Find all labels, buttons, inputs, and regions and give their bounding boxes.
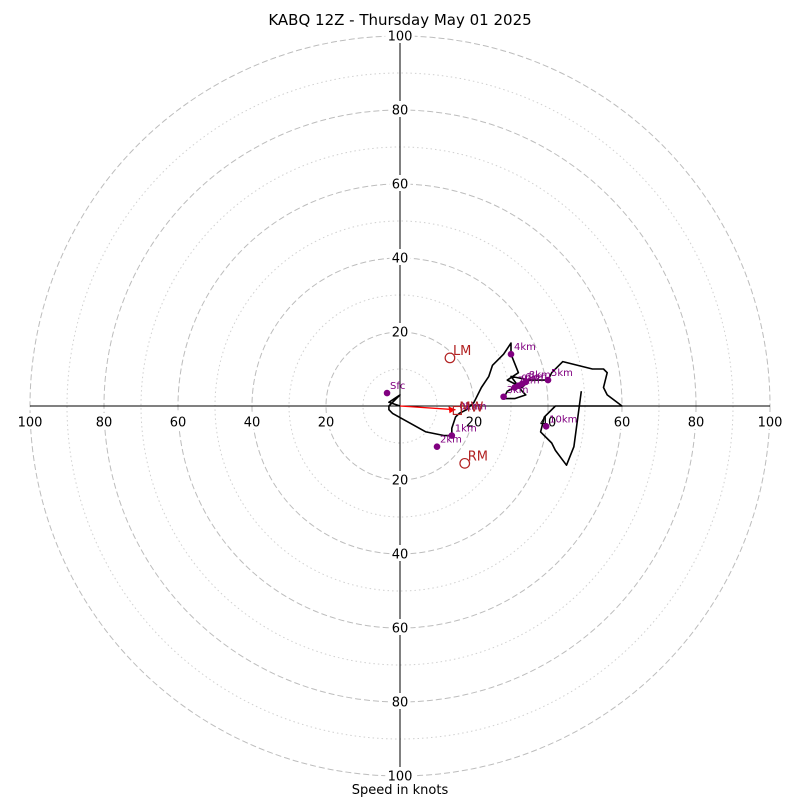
tick-east-80-bg [685, 413, 707, 429]
tick-west-80-bg [93, 413, 115, 429]
tick-west-100-bg [15, 413, 45, 429]
overlap-label-1: 1km [465, 402, 487, 413]
height-label-9km: 9km [521, 374, 543, 385]
hodograph-trace [388, 342, 623, 467]
tick-east-100: 100 [758, 416, 783, 431]
tick-north-40-bg [389, 249, 411, 265]
tick-labels: 2020202040404040606060608080808010010010… [15, 27, 785, 785]
height-label-8km: 8km [529, 370, 551, 381]
height-point-Sfc [383, 389, 391, 397]
height-point-4km [507, 350, 515, 358]
tick-south-80-bg [389, 693, 411, 709]
height-point-9km [515, 382, 522, 389]
tick-north-80-bg [389, 101, 411, 117]
tick-south-20: 20 [392, 474, 409, 489]
tick-north-20: 20 [392, 326, 409, 341]
shear-vector-arrowhead [448, 406, 456, 414]
height-point-3km [500, 393, 507, 401]
height-label-2km: 2km [440, 435, 462, 446]
height-point-8km [522, 378, 530, 386]
tick-north-40: 40 [392, 252, 409, 267]
x-axis-label: Speed in knots [351, 783, 449, 798]
storm-motion-LM-label: LM [453, 344, 471, 359]
height-point-5km [544, 376, 552, 384]
hodograph-trace-group [388, 342, 623, 467]
tick-west-20-bg [315, 413, 337, 429]
height-points-group: Sfc1km2km3km4km5km6km7km8km9km10km0km1km [383, 342, 577, 451]
height-label-10km: 10km [549, 414, 577, 425]
tick-south-100: 100 [388, 770, 413, 785]
storm-motion-LM-marker [444, 352, 456, 364]
tick-south-100-bg [385, 767, 415, 783]
tick-north-100: 100 [388, 30, 413, 45]
tick-east-60: 60 [614, 416, 631, 431]
tick-south-40-bg [389, 545, 411, 561]
tick-west-20: 20 [318, 416, 335, 431]
storm-motion-RM-marker [459, 457, 471, 469]
tick-west-60-bg [167, 413, 189, 429]
tick-south-20-bg [389, 471, 411, 487]
tick-east-80: 80 [688, 416, 705, 431]
tick-north-100-bg [385, 27, 415, 43]
height-label-Sfc: Sfc [390, 381, 405, 392]
tick-west-80: 80 [96, 416, 113, 431]
tick-east-100-bg [755, 413, 785, 429]
tick-south-60-bg [389, 619, 411, 635]
tick-north-80: 80 [392, 104, 409, 119]
height-label-5km: 5km [551, 368, 573, 379]
mean-wind-label: MW [459, 400, 483, 415]
height-point-2km [433, 443, 441, 451]
tick-south-40: 40 [392, 548, 409, 563]
tick-east-60-bg [611, 413, 633, 429]
tick-west-60: 60 [170, 416, 187, 431]
height-point-10km [542, 423, 550, 430]
tick-north-60-bg [389, 175, 411, 191]
tick-west-100: 100 [18, 416, 43, 431]
overlap-label-0: 0km [459, 402, 481, 413]
tick-east-20: 20 [466, 416, 483, 431]
height-label-4km: 4km [514, 342, 536, 353]
tick-east-20-bg [463, 413, 485, 429]
height-label-3km: 3km [507, 385, 529, 396]
tick-south-60: 60 [392, 622, 409, 637]
tick-north-60: 60 [392, 178, 409, 193]
tick-north-20-bg [389, 323, 411, 339]
chart-title: KABQ 12Z - Thursday May 01 2025 [268, 11, 532, 29]
tick-west-40-bg [241, 413, 263, 429]
storm-motion-RM-label: RM [468, 449, 488, 464]
mean-wind-marker [452, 405, 462, 416]
shear-vector [399, 405, 456, 411]
tick-south-80: 80 [392, 696, 409, 711]
storm-motions-group: LM RM MW [444, 344, 488, 469]
tick-west-40: 40 [244, 416, 261, 431]
height-label-1km: 1km [455, 424, 477, 435]
height-point-1km [448, 432, 456, 439]
height-label-6km: 6km [525, 372, 547, 383]
